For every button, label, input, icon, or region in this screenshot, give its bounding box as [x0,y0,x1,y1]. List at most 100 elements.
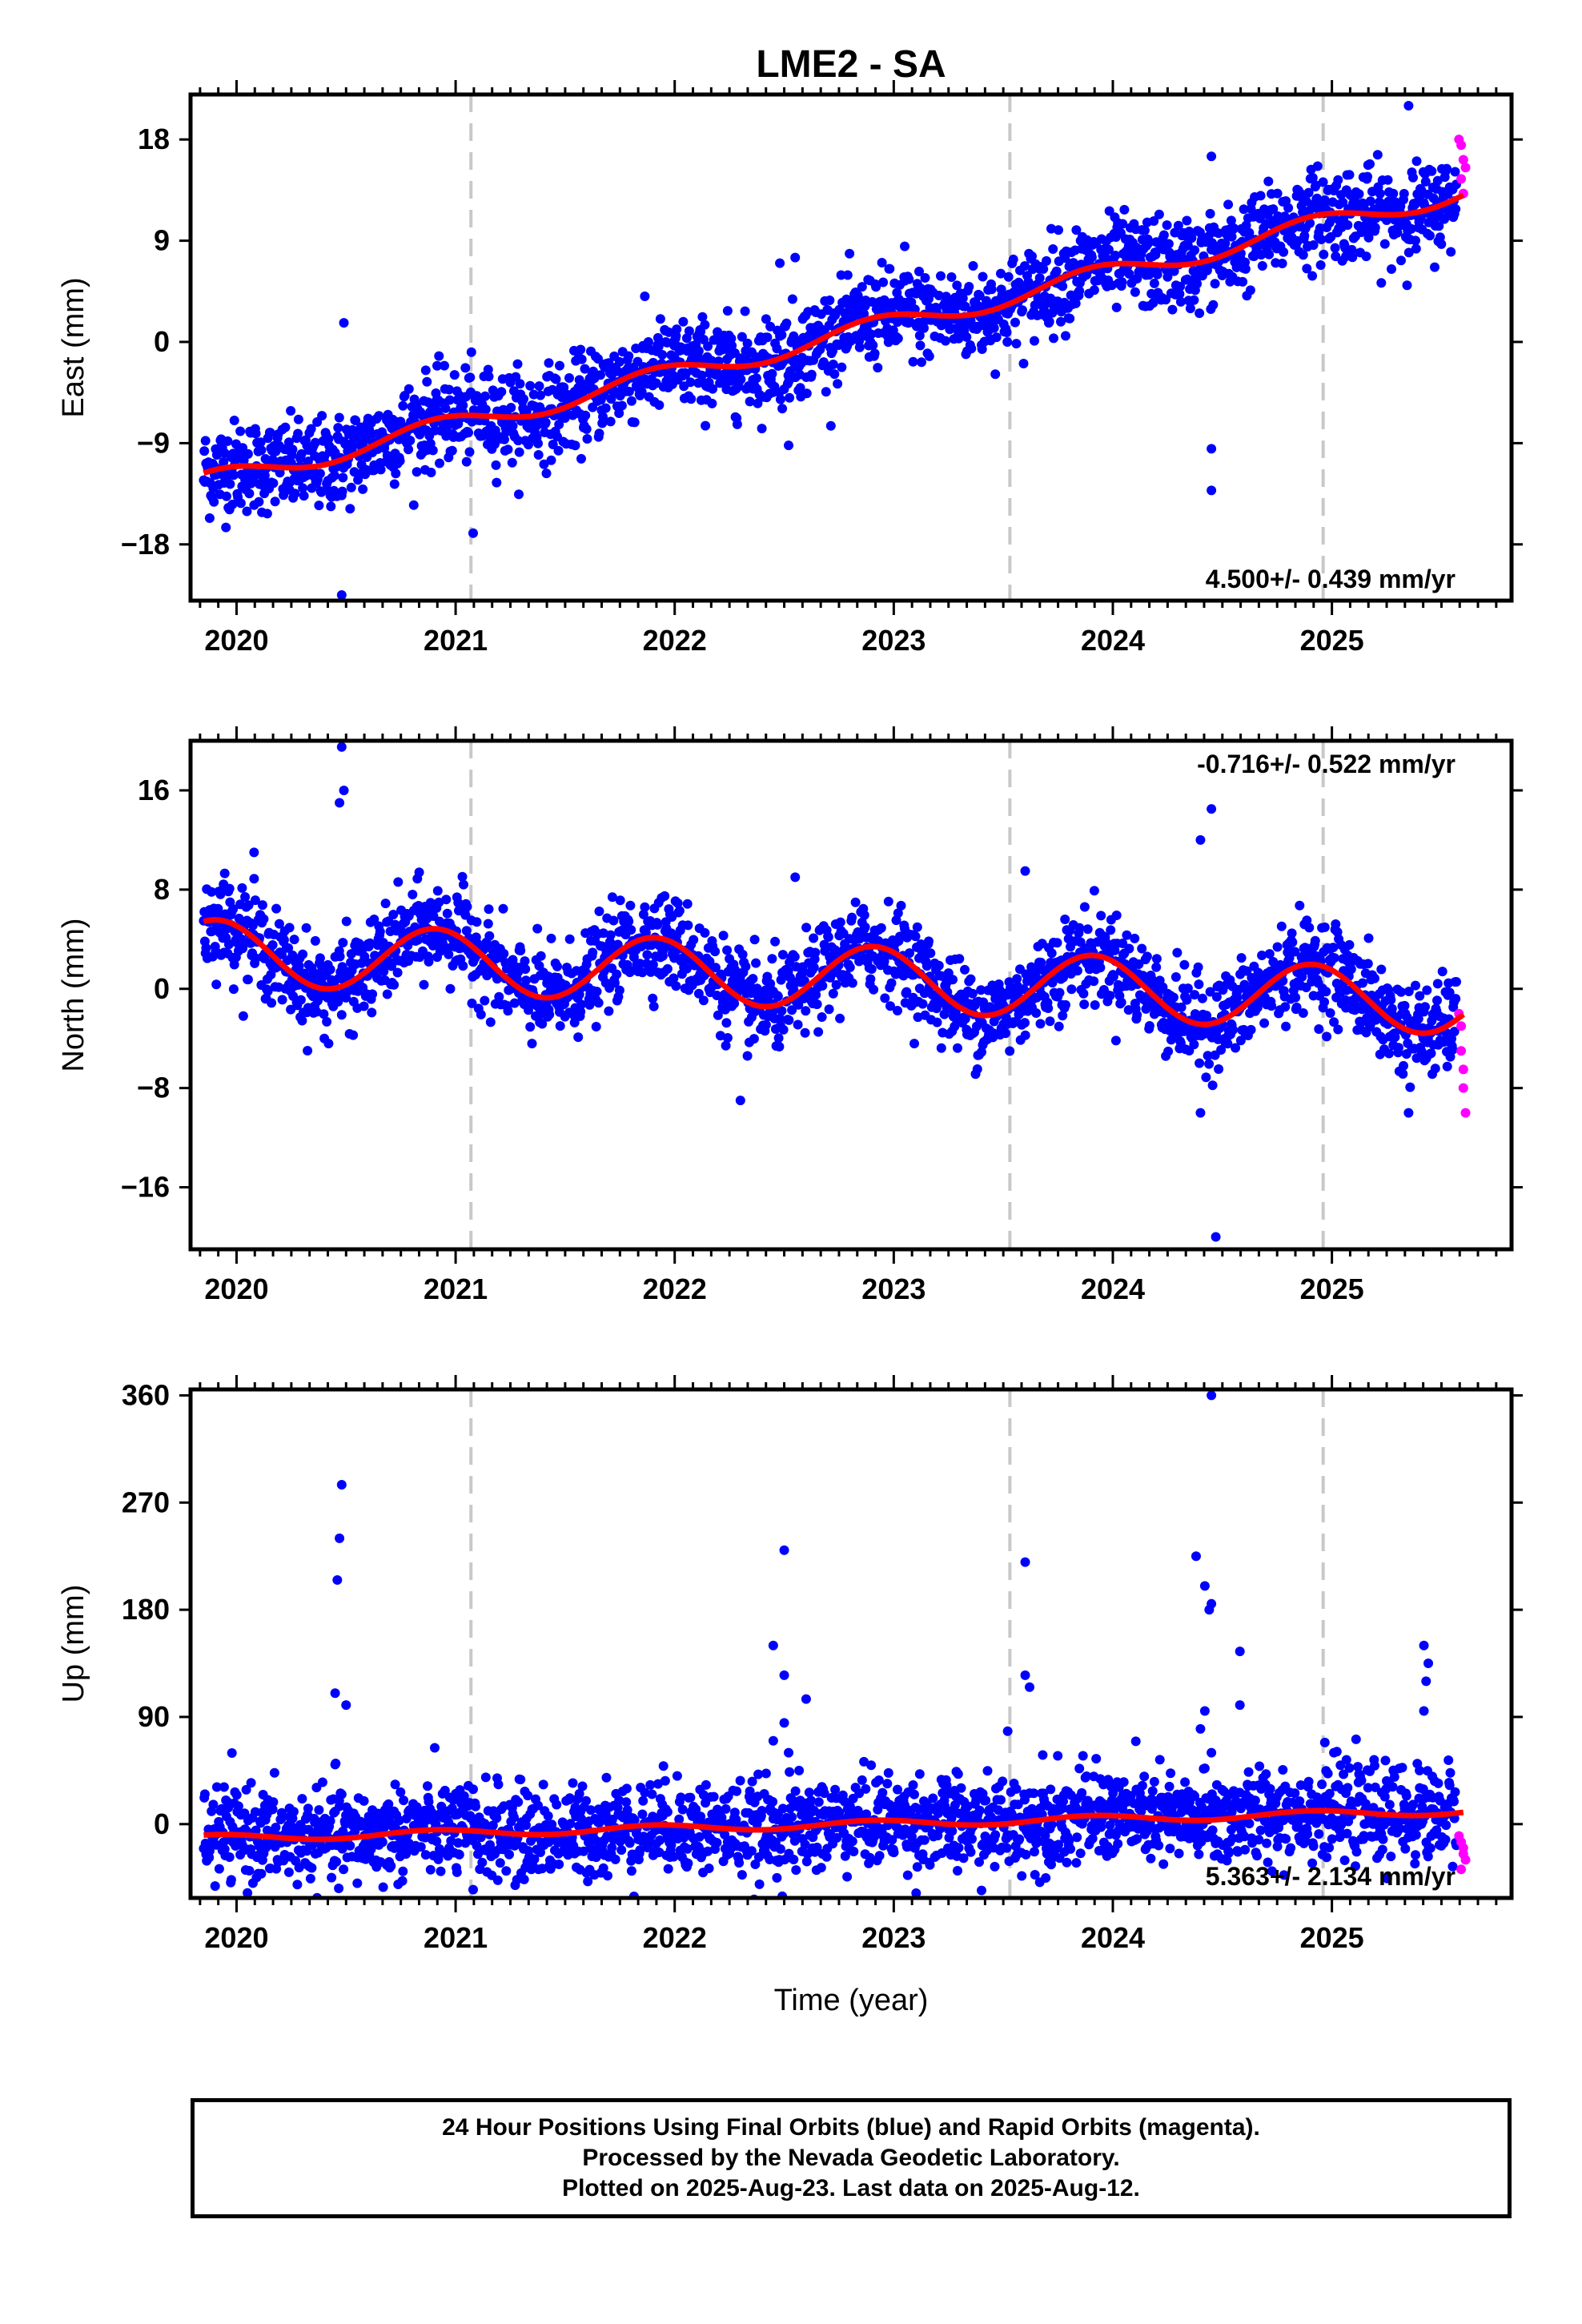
final-orbit-point [540,417,551,428]
final-orbit-point [1425,231,1435,241]
final-orbit-point [327,1872,337,1883]
final-orbit-point [345,504,355,514]
final-orbit-point [464,428,473,438]
final-orbit-point [866,329,877,340]
final-orbit-point [267,940,278,950]
final-orbit-point [1314,1024,1324,1034]
final-orbit-point [1329,953,1339,963]
outlier-point [249,847,259,858]
final-orbit-point [1002,328,1012,337]
final-orbit-point [377,1837,387,1848]
final-orbit-point [1182,983,1193,994]
final-orbit-point [648,993,658,1003]
final-orbit-point [1195,308,1205,319]
final-orbit-point [588,947,598,958]
final-orbit-point [336,1010,347,1020]
final-orbit-point [974,291,985,301]
final-orbit-point [924,936,934,947]
final-orbit-point [512,359,523,369]
final-orbit-point [726,333,737,344]
final-orbit-point [244,489,255,499]
final-orbit-point [1214,228,1224,239]
final-orbit-point [1201,1072,1211,1083]
final-orbit-point [1054,987,1065,998]
final-orbit-point [886,978,897,988]
final-orbit-point [208,1799,219,1810]
final-orbit-point [271,1823,281,1832]
panel-frame [188,738,1514,1252]
outlier-point [735,1096,745,1106]
final-orbit-point [854,342,865,352]
final-orbit-point [934,960,944,971]
final-orbit-point [1386,995,1396,1005]
final-orbit-point [1399,1000,1410,1011]
final-orbit-point [1116,997,1126,1007]
final-orbit-point [224,1852,235,1862]
outlier-point [1207,804,1217,814]
final-orbit-point [393,877,404,887]
final-orbit-point [1104,206,1114,216]
final-orbit-point [697,370,707,380]
final-orbit-point [727,340,737,351]
final-orbit-point [235,498,246,509]
final-orbit-point [1175,281,1186,292]
final-orbit-point [921,961,932,971]
final-orbit-point [516,946,526,955]
final-orbit-point [642,950,652,960]
final-orbit-point [700,927,710,938]
final-orbit-point [646,940,656,951]
final-orbit-point [365,938,375,948]
final-orbit-point [1105,991,1115,1001]
final-orbit-point [1372,150,1383,160]
final-orbit-point [751,373,761,384]
final-orbit-point [1001,1028,1010,1039]
final-orbit-point [432,1836,442,1847]
final-orbit-point [636,387,647,397]
final-orbit-point [648,959,658,970]
final-orbit-point [1214,1064,1224,1074]
final-orbit-point [1264,949,1275,959]
final-orbit-point [1163,239,1174,249]
final-orbit-point [1042,255,1051,266]
final-orbit-point [279,935,289,945]
final-orbit-point [752,983,762,994]
final-orbit-point [1163,1046,1174,1056]
final-orbit-point [1287,928,1297,939]
final-orbit-point [721,1040,731,1051]
final-orbit-point [629,417,640,428]
final-orbit-point [525,1022,536,1032]
final-orbit-point [1137,943,1147,954]
final-orbit-point [946,272,957,282]
final-orbit-point [1170,972,1181,982]
final-orbit-point [991,332,1002,343]
final-orbit-point [732,419,742,429]
final-orbit-point [430,1743,440,1753]
final-orbit-point [442,908,452,919]
final-orbit-point [1316,235,1327,244]
final-orbit-point [1402,280,1412,291]
final-orbit-point [775,1013,785,1023]
final-orbit-point [1010,317,1020,328]
final-orbit-point [323,434,334,444]
final-orbit-point [466,347,476,357]
final-orbit-point [1182,995,1192,1005]
final-orbit-point [441,895,452,905]
final-orbit-point [369,915,379,924]
final-orbit-point [243,448,253,459]
final-orbit-point [243,975,253,985]
final-orbit-point [762,332,773,343]
final-orbit-point [265,428,275,438]
final-orbit-point [533,450,544,460]
final-orbit-point [513,436,524,446]
final-orbit-point [800,1027,810,1038]
final-orbit-point [784,1015,794,1025]
final-orbit-point [1058,281,1068,292]
final-orbit-point [777,404,788,414]
x-tick-label: 2020 [204,624,268,657]
final-orbit-point [241,1784,251,1795]
final-orbit-point [596,370,605,380]
final-orbit-point [1185,304,1195,314]
final-orbit-point [239,1808,250,1819]
final-orbit-point [920,273,930,283]
